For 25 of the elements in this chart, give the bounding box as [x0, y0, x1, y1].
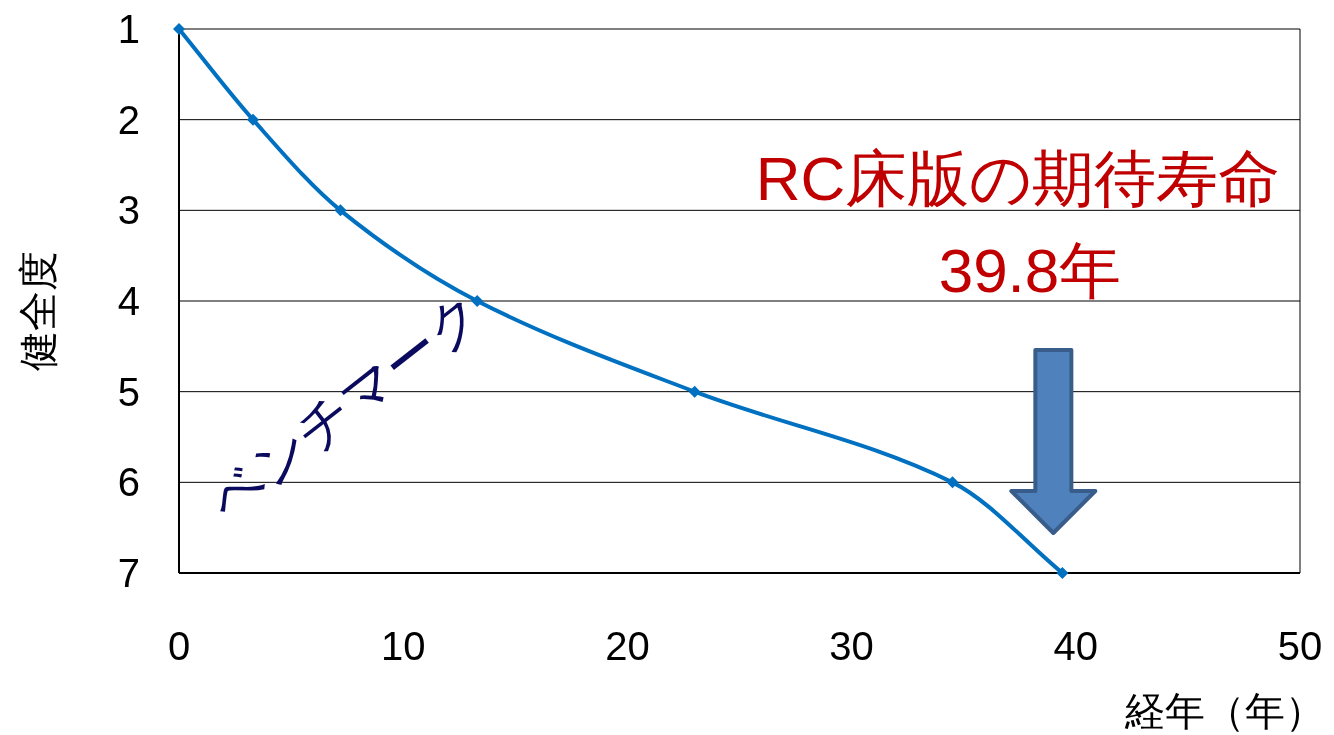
point — [334, 204, 347, 217]
annotation: 39.8年 — [938, 236, 1122, 305]
x-tick-label: 40 — [1053, 624, 1099, 668]
annotation: ベンチマーク — [197, 280, 494, 531]
point — [246, 113, 259, 126]
x-tick-label: 20 — [605, 624, 650, 668]
y-tick-label: 2 — [117, 97, 140, 142]
x-tick-label: 0 — [167, 624, 191, 668]
y-axis-title: 健全度 — [16, 251, 60, 371]
x-tick-label: 50 — [1277, 624, 1323, 668]
x-tick-label: 30 — [829, 624, 874, 668]
y-tick-label: 6 — [117, 460, 140, 505]
point — [471, 295, 484, 307]
point — [173, 23, 185, 35]
y-tick-label: 4 — [117, 279, 140, 323]
point — [1056, 567, 1069, 579]
y-tick-label: 3 — [117, 188, 140, 233]
y-tick-label: 7 — [117, 551, 140, 595]
x-axis-title: 経年（年） — [1124, 689, 1325, 733]
y-tick-label: 1 — [117, 7, 140, 51]
point — [946, 476, 959, 489]
point — [688, 385, 701, 398]
y-tick-label: 5 — [117, 369, 140, 414]
annotation: RC床版の期待寿命 — [755, 144, 1281, 213]
x-tick-label: 10 — [380, 624, 426, 668]
